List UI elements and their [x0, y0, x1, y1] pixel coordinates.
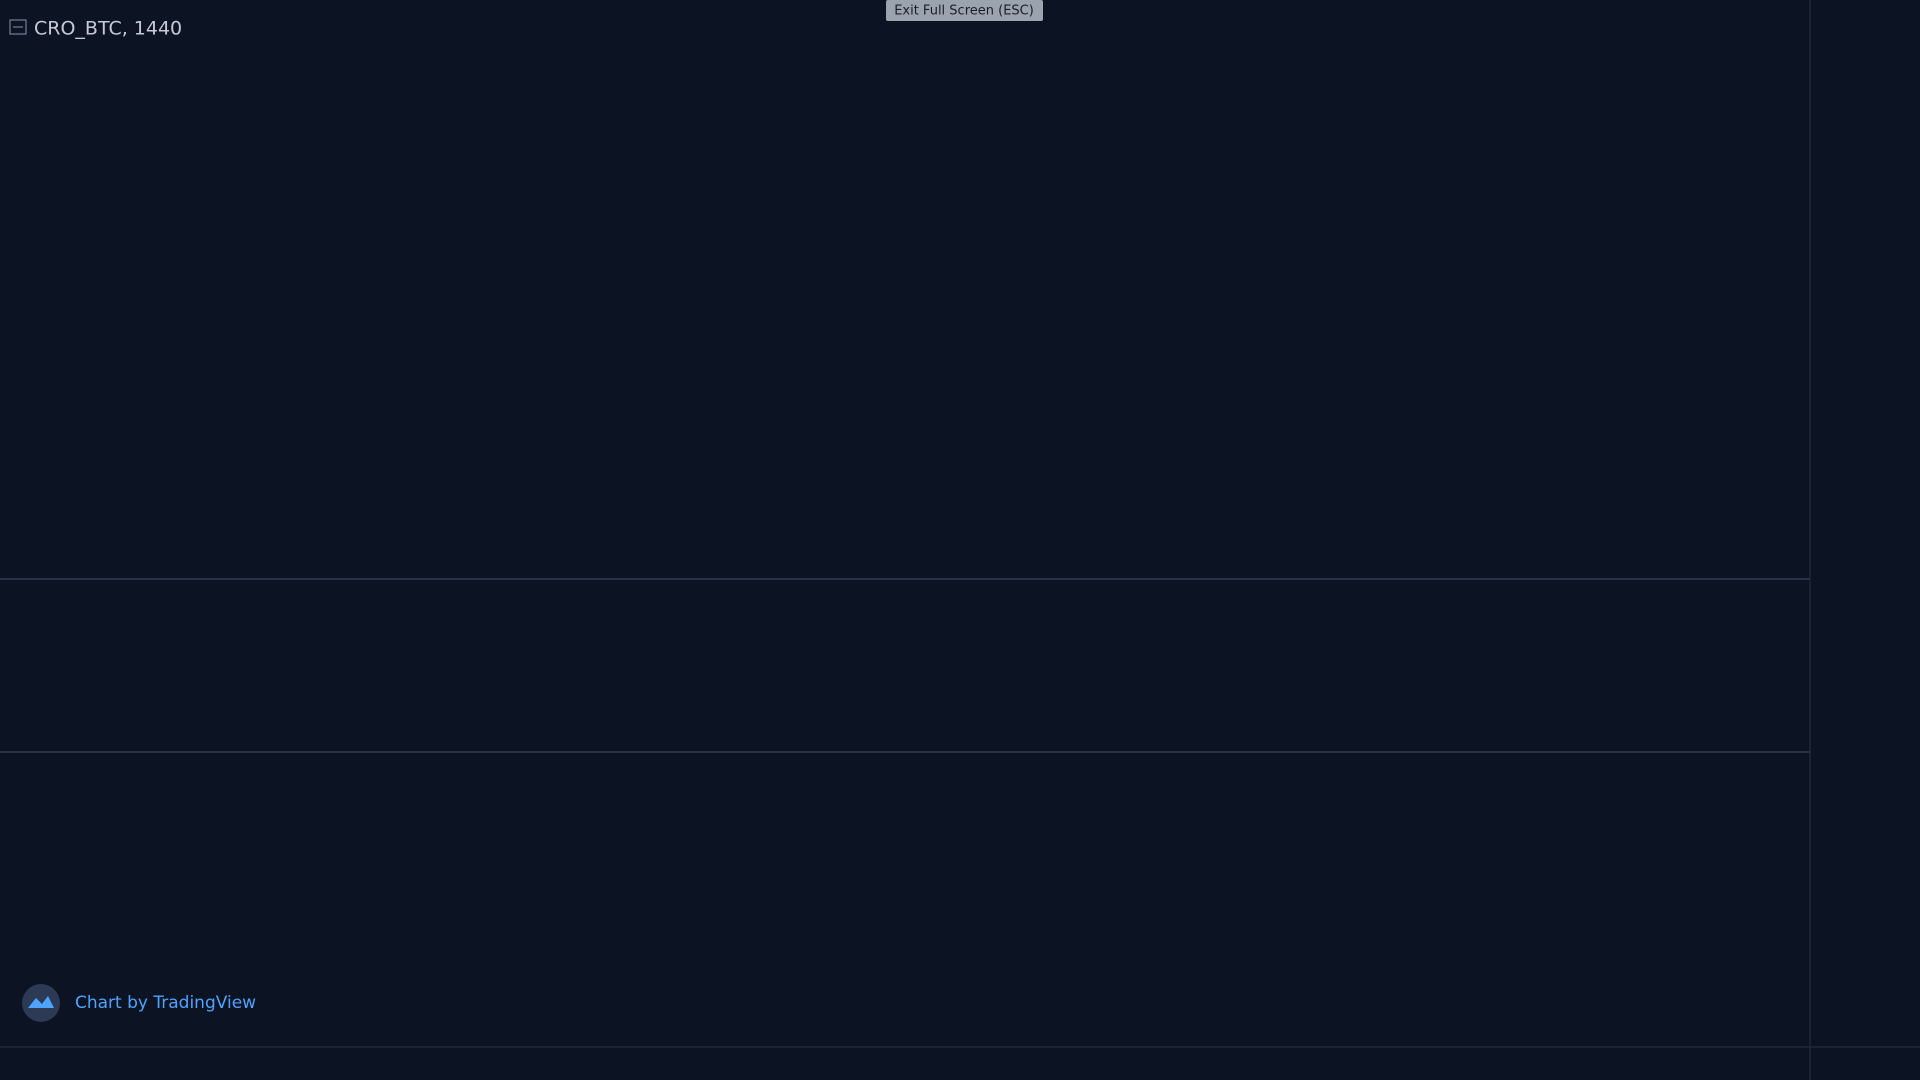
- exit-fullscreen-label[interactable]: Exit Full Screen (ESC): [894, 4, 1034, 19]
- watermark[interactable]: Chart by TradingView: [75, 993, 256, 1013]
- collapse-icon[interactable]: [9, 19, 27, 35]
- tradingview-logo-mark: [28, 996, 54, 1008]
- symbol[interactable]: CRO_BTC, 1440: [34, 18, 182, 40]
- exit-fullscreen-button[interactable]: [886, 0, 1043, 21]
